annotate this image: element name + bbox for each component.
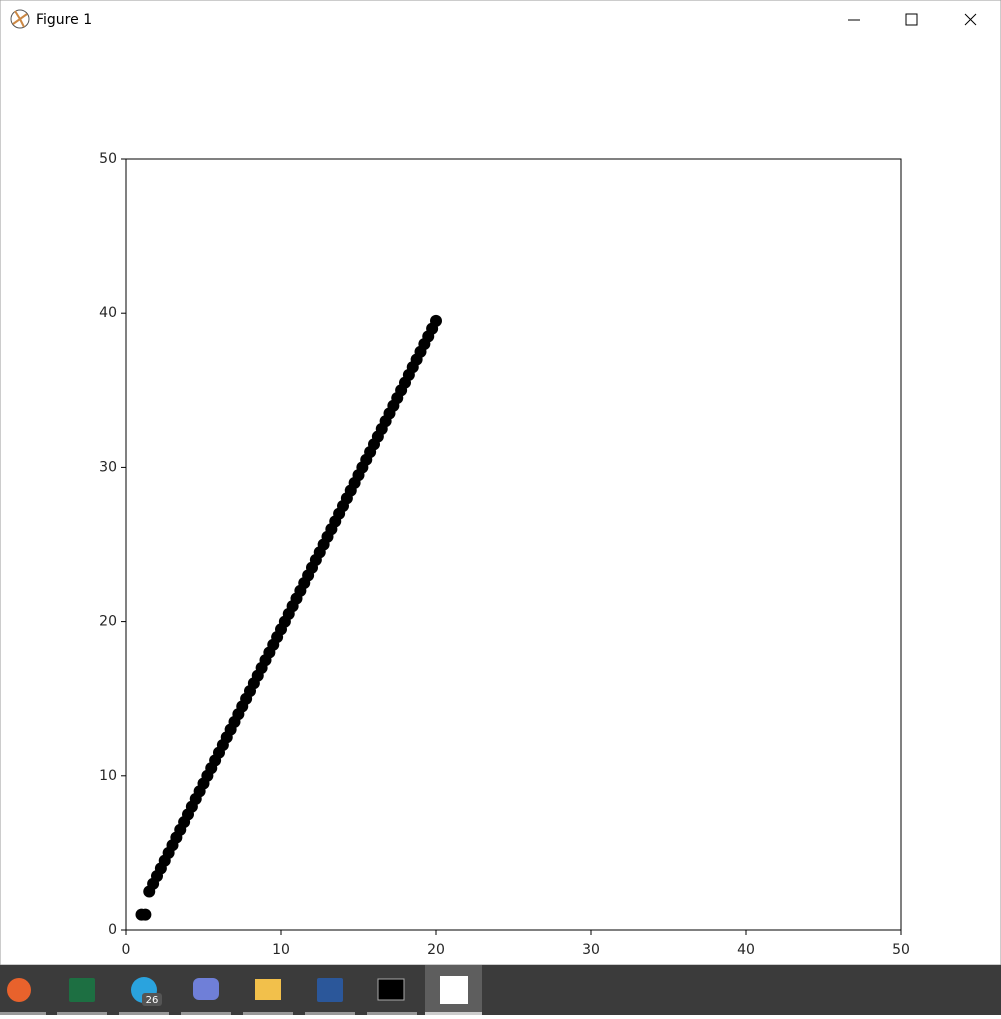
point (139, 908, 152, 921)
figure-icon[interactable] (440, 976, 468, 1004)
explorer-icon[interactable] (255, 979, 281, 1000)
y-tick-label: 0 (108, 922, 117, 938)
x-tick-label: 20 (427, 942, 445, 958)
y-tick-label: 50 (99, 151, 117, 167)
badge (142, 993, 162, 1006)
taskbar (0, 965, 1001, 1015)
x-tick-label: 0 (122, 942, 131, 958)
window-title: Figure 1 (36, 12, 92, 28)
x-tick-label: 30 (582, 942, 600, 958)
word-icon[interactable] (317, 978, 343, 1002)
terminal-icon[interactable] (377, 978, 405, 1001)
discord-icon[interactable] (193, 978, 219, 1000)
x-tick-label: 40 (737, 942, 755, 958)
x-tick-label: 50 (892, 942, 910, 958)
x-tick-label: 10 (272, 942, 290, 958)
point (430, 314, 442, 327)
plot-frame (125, 158, 902, 931)
maximize-button[interactable] (905, 13, 918, 26)
y-tick-label: 40 (99, 305, 117, 321)
task-underlines (0, 1012, 482, 1015)
y-tick-label: 30 (99, 459, 117, 475)
close-button[interactable] (964, 13, 977, 26)
firefox-icon[interactable] (7, 978, 31, 1002)
y-tick-label: 20 (99, 614, 117, 630)
excel-icon[interactable] (69, 978, 95, 1002)
app-icon (10, 9, 30, 29)
window (0, 0, 1001, 966)
plot: 0 10 20 30 40 50 0 10 20 30 40 50 (99, 151, 910, 958)
y-tick-label: 10 (99, 768, 117, 784)
badge-text: 26 (146, 995, 159, 1006)
